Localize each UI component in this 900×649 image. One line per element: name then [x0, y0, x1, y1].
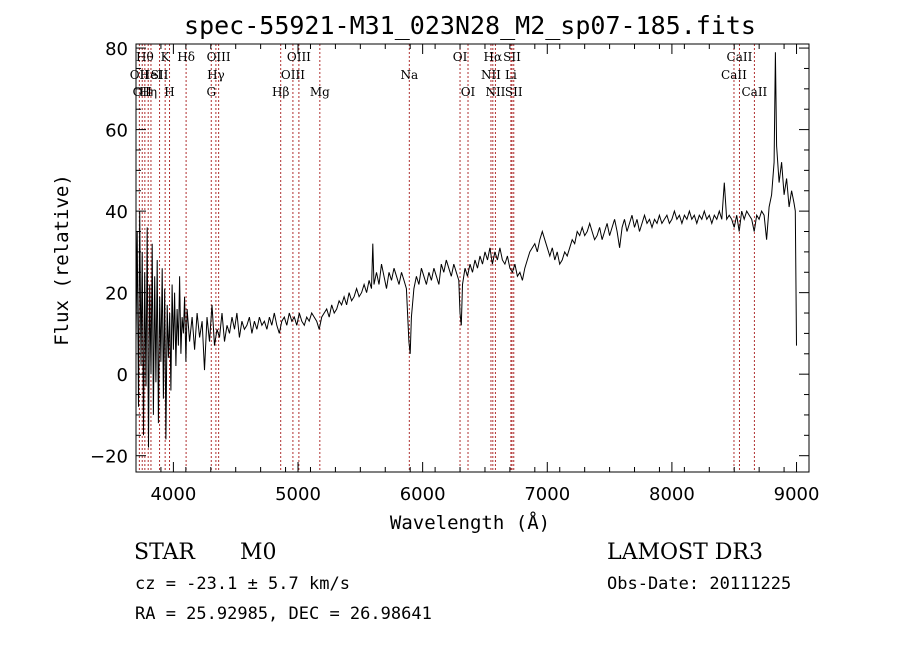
x-tick-label: 6000: [400, 484, 446, 505]
spectral-line-label: Na: [400, 68, 418, 82]
observation-date: Obs-Date: 20111225: [607, 574, 792, 594]
object-subclass: M0: [240, 540, 277, 565]
spectral-line-label: G: [206, 85, 216, 99]
spectral-line-label: OI: [461, 85, 476, 99]
spectral-line-label: Hγ: [207, 68, 225, 82]
spectral-line-label: Hη: [139, 85, 157, 99]
survey-name: LAMOST DR3: [607, 540, 763, 565]
x-axis-ticks: 4000 5000 6000 7000 8000 9000: [135, 44, 820, 505]
y-axis-ticks: −20 0 20 40 60 80: [90, 39, 809, 468]
spectral-line-label: SII: [151, 68, 169, 82]
x-tick-label: 8000: [649, 484, 695, 505]
spectral-line-label: Hα: [484, 50, 503, 64]
spectral-line-label: HeI: [140, 68, 163, 82]
object-class: STAR: [134, 540, 195, 565]
spectral-line-label: CaII: [727, 50, 753, 64]
y-tick-label: 0: [117, 365, 128, 386]
spectral-line-label: CaII: [721, 68, 747, 82]
coordinates-text: RA = 25.92985, DEC = 26.98641: [135, 604, 432, 624]
spectral-line-label: NII: [485, 85, 505, 99]
y-tick-label: 80: [105, 39, 128, 60]
x-tick-label: 7000: [524, 484, 570, 505]
x-tick-label: 5000: [275, 484, 321, 505]
x-tick-label: 9000: [774, 484, 820, 505]
y-tick-label: −20: [90, 447, 128, 468]
spectral-line-label: CaII: [741, 85, 767, 99]
spectral-line-label: K: [161, 50, 171, 64]
x-tick-label: 4000: [150, 484, 196, 505]
spectral-line-label: Li: [505, 68, 517, 82]
spectral-line-label: OII: [130, 68, 150, 82]
y-axis-label: Flux (relative): [51, 174, 73, 346]
chart-title: spec-55921-M31_023N28_M2_sp07-185.fits: [184, 11, 756, 40]
spectral-line-label: Hδ: [177, 50, 195, 64]
spectral-line-label: OIII: [287, 50, 311, 64]
spectral-line-label: NII: [481, 68, 501, 82]
spectral-line-label: Mg: [310, 85, 330, 99]
y-tick-label: 40: [105, 202, 128, 223]
spectrum-line: [135, 52, 797, 448]
spectral-line-label: OI: [453, 50, 468, 64]
spectral-line-markers: [138, 44, 755, 472]
spectral-line-labels: OIIOIIHθHηHeISIIKHHδGHγOIIIHβOIIIOIIIMgN…: [130, 50, 768, 99]
spectral-line-label: OIII: [281, 68, 305, 82]
velocity-text: cz = -23.1 ± 5.7 km/s: [135, 574, 350, 594]
x-axis-label: Wavelength (Å): [390, 511, 550, 534]
spectral-line-label: OIII: [207, 50, 231, 64]
spectral-line-label: Hθ: [136, 50, 154, 64]
plot-frame: [135, 43, 810, 473]
spectral-line-label: Hβ: [272, 85, 289, 99]
y-tick-label: 20: [105, 284, 128, 305]
spectral-line-label: SII: [505, 85, 523, 99]
spectral-line-label: H: [164, 85, 174, 99]
y-tick-label: 60: [105, 121, 128, 142]
spectral-line-label: SII: [503, 50, 521, 64]
